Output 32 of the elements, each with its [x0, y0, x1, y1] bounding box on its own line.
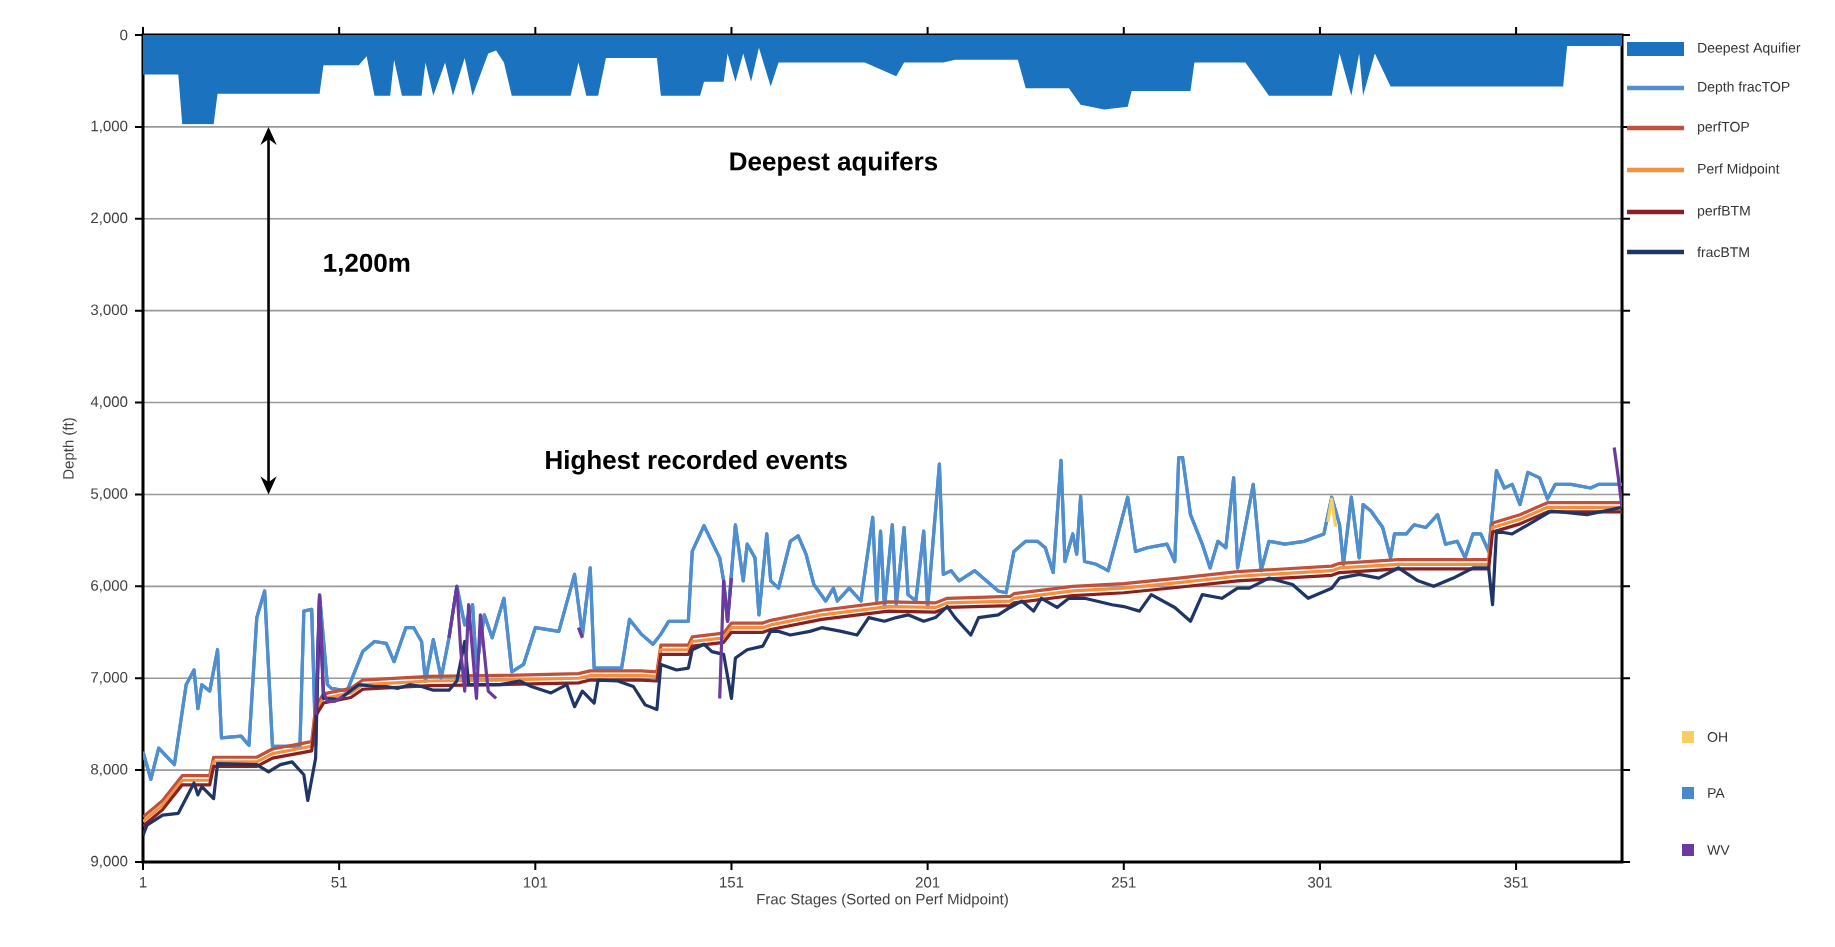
legend-label: perfTOP — [1698, 121, 1749, 135]
x-tick-label: 301 — [1307, 877, 1332, 888]
y-tick-label: 4,000 — [90, 396, 128, 409]
legend-label: Perf Midpoint — [1698, 163, 1780, 177]
y-tick-label: 5,000 — [90, 488, 128, 501]
x-axis-title: Frac Stages (Sorted on Perf Midpoint) — [757, 893, 1008, 908]
y-tick-label: 2,000 — [91, 212, 128, 225]
legend-label: fracBTM — [1697, 246, 1749, 258]
x-tick-label: 101 — [523, 877, 548, 888]
x-tick-label: 251 — [1112, 877, 1136, 888]
legend-label: WV — [1707, 845, 1730, 855]
y-tick-label: 3,000 — [90, 304, 128, 317]
x-tick-label: 51 — [331, 877, 347, 888]
x-tick-label: 1 — [139, 877, 147, 888]
y-tick-label: 9,000 — [91, 855, 128, 869]
y-tick-label: 0 — [120, 29, 128, 41]
x-tick-label: 351 — [1504, 877, 1528, 888]
y-tick-label: 1,000 — [91, 120, 128, 134]
y-axis-title: Depth (ft) — [62, 418, 77, 479]
annotation: 1,200m — [324, 253, 410, 276]
legend-label: OH — [1707, 732, 1727, 742]
legend-label: perfBTM — [1698, 205, 1750, 219]
annotation: Highest recorded events — [546, 450, 847, 475]
legend-label: PA — [1708, 788, 1725, 798]
legend-label: Depth fracTOP — [1698, 81, 1790, 95]
x-tick-label: 151 — [720, 877, 744, 888]
x-tick-label: 201 — [915, 877, 940, 888]
legend-label: Deepest Aquifier — [1698, 42, 1801, 56]
y-tick-label: 8,000 — [91, 763, 128, 777]
y-tick-label: 7,000 — [91, 672, 128, 685]
annotation: Deepest aquifers — [730, 151, 938, 176]
y-tick-label: 6,000 — [91, 580, 128, 593]
